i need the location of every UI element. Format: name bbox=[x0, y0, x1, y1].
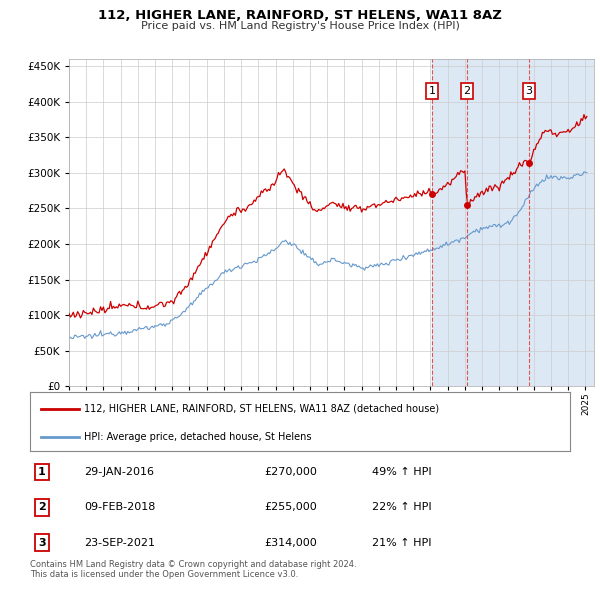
Text: Price paid vs. HM Land Registry's House Price Index (HPI): Price paid vs. HM Land Registry's House … bbox=[140, 21, 460, 31]
Text: 112, HIGHER LANE, RAINFORD, ST HELENS, WA11 8AZ: 112, HIGHER LANE, RAINFORD, ST HELENS, W… bbox=[98, 9, 502, 22]
Text: £270,000: £270,000 bbox=[264, 467, 317, 477]
Text: 22% ↑ HPI: 22% ↑ HPI bbox=[372, 503, 431, 512]
Text: 3: 3 bbox=[526, 86, 533, 96]
Text: 2: 2 bbox=[463, 86, 470, 96]
Text: HPI: Average price, detached house, St Helens: HPI: Average price, detached house, St H… bbox=[84, 432, 311, 441]
Text: 21% ↑ HPI: 21% ↑ HPI bbox=[372, 538, 431, 548]
Text: 112, HIGHER LANE, RAINFORD, ST HELENS, WA11 8AZ (detached house): 112, HIGHER LANE, RAINFORD, ST HELENS, W… bbox=[84, 404, 439, 414]
Text: 23-SEP-2021: 23-SEP-2021 bbox=[84, 538, 155, 548]
Text: £314,000: £314,000 bbox=[264, 538, 317, 548]
Text: 09-FEB-2018: 09-FEB-2018 bbox=[84, 503, 155, 512]
Bar bbox=[432, 59, 594, 386]
Text: 1: 1 bbox=[428, 86, 436, 96]
Text: £255,000: £255,000 bbox=[264, 503, 317, 512]
Text: 1: 1 bbox=[38, 467, 46, 477]
Text: 49% ↑ HPI: 49% ↑ HPI bbox=[372, 467, 431, 477]
Text: 3: 3 bbox=[38, 538, 46, 548]
Text: 2: 2 bbox=[38, 503, 46, 512]
Text: 29-JAN-2016: 29-JAN-2016 bbox=[84, 467, 154, 477]
Text: Contains HM Land Registry data © Crown copyright and database right 2024.
This d: Contains HM Land Registry data © Crown c… bbox=[30, 560, 356, 579]
